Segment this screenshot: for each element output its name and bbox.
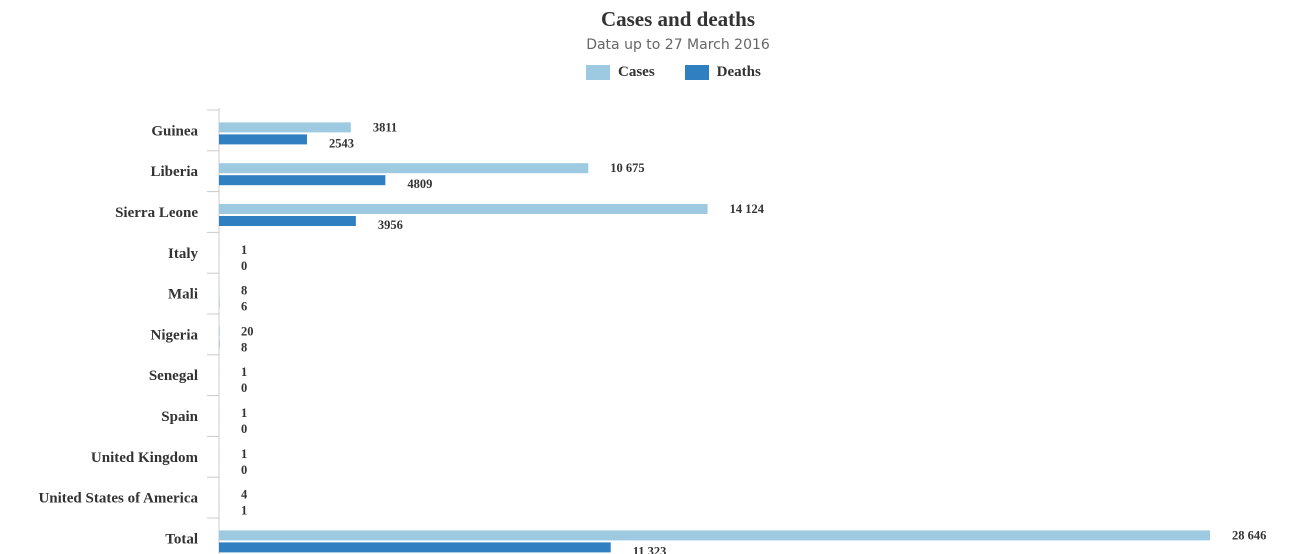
legend-item-cases[interactable]: Cases xyxy=(586,64,655,81)
category-label: Sierra Leone xyxy=(115,205,198,221)
deaths-bar[interactable] xyxy=(219,175,386,186)
category-label: Liberia xyxy=(151,164,199,180)
cases-value-label: 10 675 xyxy=(610,161,644,175)
cases-value-label: 4 xyxy=(241,488,248,502)
cases-value-label: 3811 xyxy=(373,120,397,134)
category-label: Nigeria xyxy=(151,327,199,343)
deaths-value-label: 3956 xyxy=(378,218,403,232)
cases-value-label: 8 xyxy=(241,284,247,298)
cases-value-label: 1 xyxy=(241,406,247,420)
category-label: United States of America xyxy=(38,491,198,507)
cases-value-label: 28 646 xyxy=(1232,528,1266,542)
cases-value-label: 20 xyxy=(241,324,254,338)
deaths-value-label: 6 xyxy=(241,300,247,314)
cases-bar[interactable] xyxy=(219,122,351,133)
deaths-bar[interactable] xyxy=(219,216,356,226)
chart-subtitle: Data up to 27 March 2016 xyxy=(586,37,770,53)
category-label: Spain xyxy=(161,409,198,425)
category-label: Total xyxy=(165,531,198,547)
legend-swatch-cases xyxy=(586,65,610,80)
deaths-value-label: 4809 xyxy=(407,177,432,191)
deaths-value-label: 11 323 xyxy=(633,544,667,554)
cases-value-label: 1 xyxy=(241,243,247,257)
cases-value-label: 1 xyxy=(241,365,247,379)
cases-bar[interactable] xyxy=(219,204,708,214)
deaths-value-label: 1 xyxy=(241,504,247,518)
legend: Cases Deaths xyxy=(586,64,791,81)
legend-swatch-deaths xyxy=(684,65,709,80)
category-label: Italy xyxy=(168,246,199,262)
category-label: Senegal xyxy=(149,368,198,384)
legend-label-cases: Cases xyxy=(618,64,655,80)
cases-bar[interactable] xyxy=(219,530,1210,541)
deaths-bar[interactable] xyxy=(219,542,611,553)
deaths-value-label: 0 xyxy=(241,259,247,273)
cases-bar[interactable] xyxy=(219,326,220,337)
category-label: Guinea xyxy=(151,123,198,139)
deaths-value-label: 0 xyxy=(241,381,247,395)
category-label: Mali xyxy=(168,287,198,303)
cases-bar[interactable] xyxy=(219,163,589,174)
cases-value-label: 14 124 xyxy=(730,202,765,216)
chart-title: Cases and deaths xyxy=(600,7,756,31)
deaths-value-label: 0 xyxy=(241,463,247,477)
legend-label-deaths: Deaths xyxy=(716,64,761,80)
deaths-value-label: 2543 xyxy=(329,136,354,150)
cases-value-label: 1 xyxy=(241,447,247,461)
deaths-value-label: 0 xyxy=(241,422,247,436)
deaths-value-label: 8 xyxy=(241,340,247,354)
deaths-bar[interactable] xyxy=(219,134,307,145)
category-label: United Kingdom xyxy=(91,450,199,466)
legend-item-deaths[interactable]: Deaths xyxy=(684,64,761,81)
